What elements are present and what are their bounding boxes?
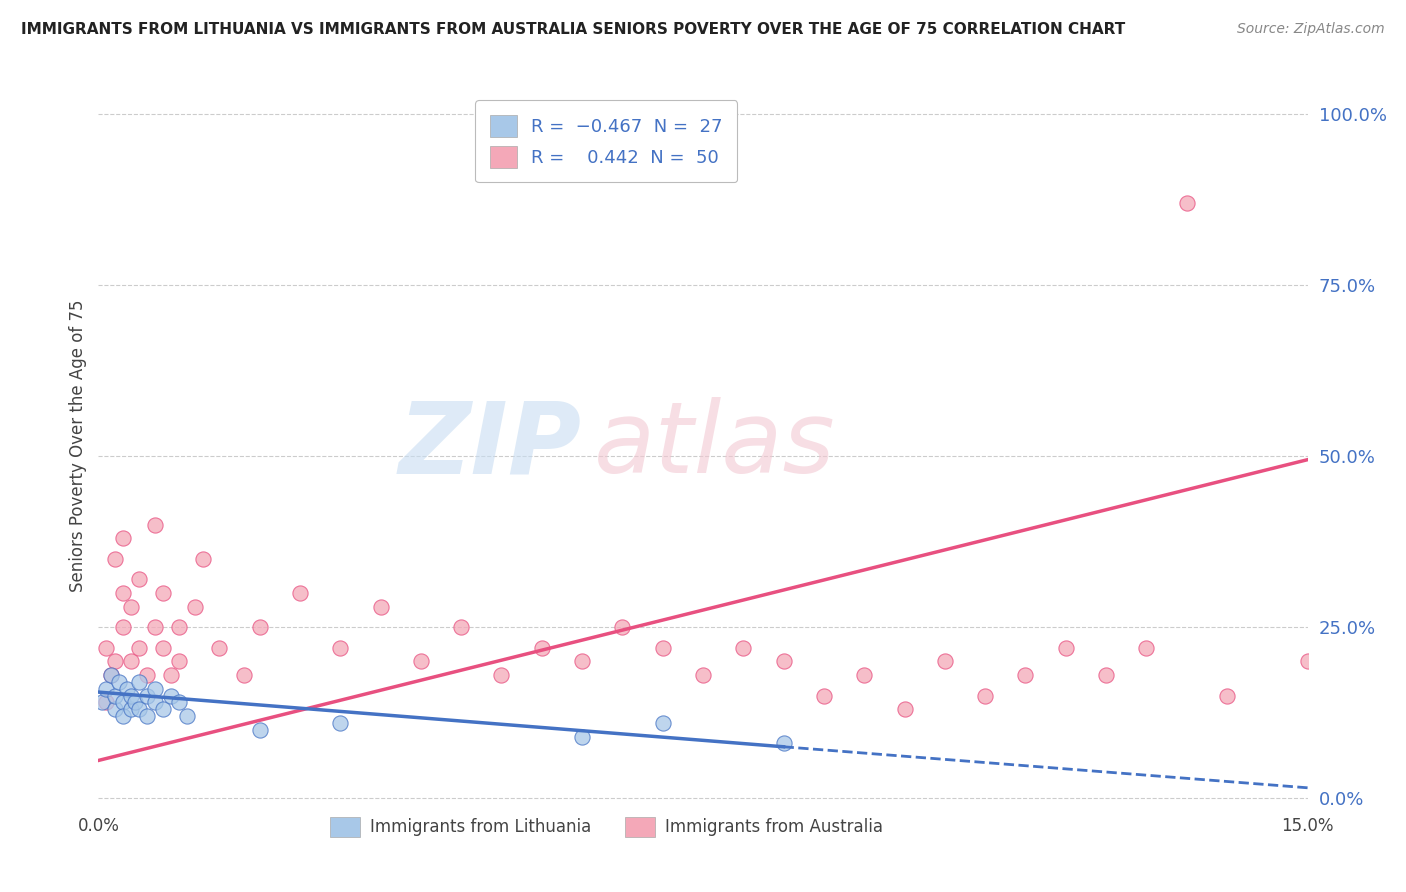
Point — [370, 599, 392, 614]
Point — [135, 689, 157, 703]
Point — [100, 668, 122, 682]
Point — [176, 709, 198, 723]
Point — [143, 517, 166, 532]
Point — [160, 689, 183, 703]
Point — [152, 702, 174, 716]
Point — [167, 695, 190, 709]
Point — [96, 681, 118, 696]
Point — [128, 702, 150, 716]
Point — [128, 572, 150, 586]
Point — [1296, 654, 1319, 668]
Point — [111, 620, 134, 634]
Point — [128, 674, 150, 689]
Point — [135, 668, 157, 682]
Point — [120, 689, 142, 703]
Point — [103, 551, 125, 566]
Point — [120, 654, 142, 668]
Text: atlas: atlas — [595, 398, 835, 494]
Point — [1095, 668, 1118, 682]
Point — [128, 640, 150, 655]
Point — [530, 640, 553, 655]
Text: IMMIGRANTS FROM LITHUANIA VS IMMIGRANTS FROM AUSTRALIA SENIORS POVERTY OVER THE : IMMIGRANTS FROM LITHUANIA VS IMMIGRANTS … — [21, 22, 1125, 37]
Point — [409, 654, 432, 668]
Point — [571, 654, 593, 668]
Point — [329, 640, 352, 655]
Point — [184, 599, 207, 614]
Point — [143, 620, 166, 634]
Point — [103, 702, 125, 716]
Point — [143, 681, 166, 696]
Point — [893, 702, 915, 716]
Point — [1216, 689, 1239, 703]
Point — [813, 689, 835, 703]
Point — [160, 668, 183, 682]
Point — [571, 730, 593, 744]
Point — [115, 681, 138, 696]
Point — [120, 599, 142, 614]
Point — [491, 668, 513, 682]
Point — [91, 695, 114, 709]
Point — [772, 654, 794, 668]
Point — [853, 668, 876, 682]
Point — [103, 689, 125, 703]
Point — [1014, 668, 1036, 682]
Point — [612, 620, 634, 634]
Point — [135, 709, 157, 723]
Point — [288, 586, 311, 600]
Point — [96, 640, 118, 655]
Point — [651, 715, 673, 730]
Point — [111, 586, 134, 600]
Point — [934, 654, 956, 668]
Text: ZIP: ZIP — [399, 398, 582, 494]
Point — [193, 551, 215, 566]
Point — [733, 640, 755, 655]
Point — [152, 586, 174, 600]
Point — [111, 531, 134, 545]
Point — [107, 674, 129, 689]
Point — [167, 654, 190, 668]
Point — [772, 736, 794, 750]
Point — [167, 620, 190, 634]
Point — [692, 668, 714, 682]
Point — [124, 695, 146, 709]
Point — [1175, 196, 1198, 211]
Point — [1135, 640, 1157, 655]
Point — [1054, 640, 1077, 655]
Point — [249, 620, 271, 634]
Point — [111, 709, 134, 723]
Point — [450, 620, 472, 634]
Point — [100, 668, 122, 682]
Y-axis label: Seniors Poverty Over the Age of 75: Seniors Poverty Over the Age of 75 — [69, 300, 87, 592]
Point — [329, 715, 352, 730]
Point — [974, 689, 997, 703]
Point — [120, 702, 142, 716]
Point — [96, 695, 118, 709]
Point — [208, 640, 231, 655]
Point — [152, 640, 174, 655]
Point — [249, 723, 271, 737]
Point — [111, 695, 134, 709]
Point — [143, 695, 166, 709]
Legend: Immigrants from Lithuania, Immigrants from Australia: Immigrants from Lithuania, Immigrants fr… — [323, 810, 889, 844]
Point — [232, 668, 254, 682]
Point — [103, 654, 125, 668]
Point — [651, 640, 673, 655]
Text: Source: ZipAtlas.com: Source: ZipAtlas.com — [1237, 22, 1385, 37]
